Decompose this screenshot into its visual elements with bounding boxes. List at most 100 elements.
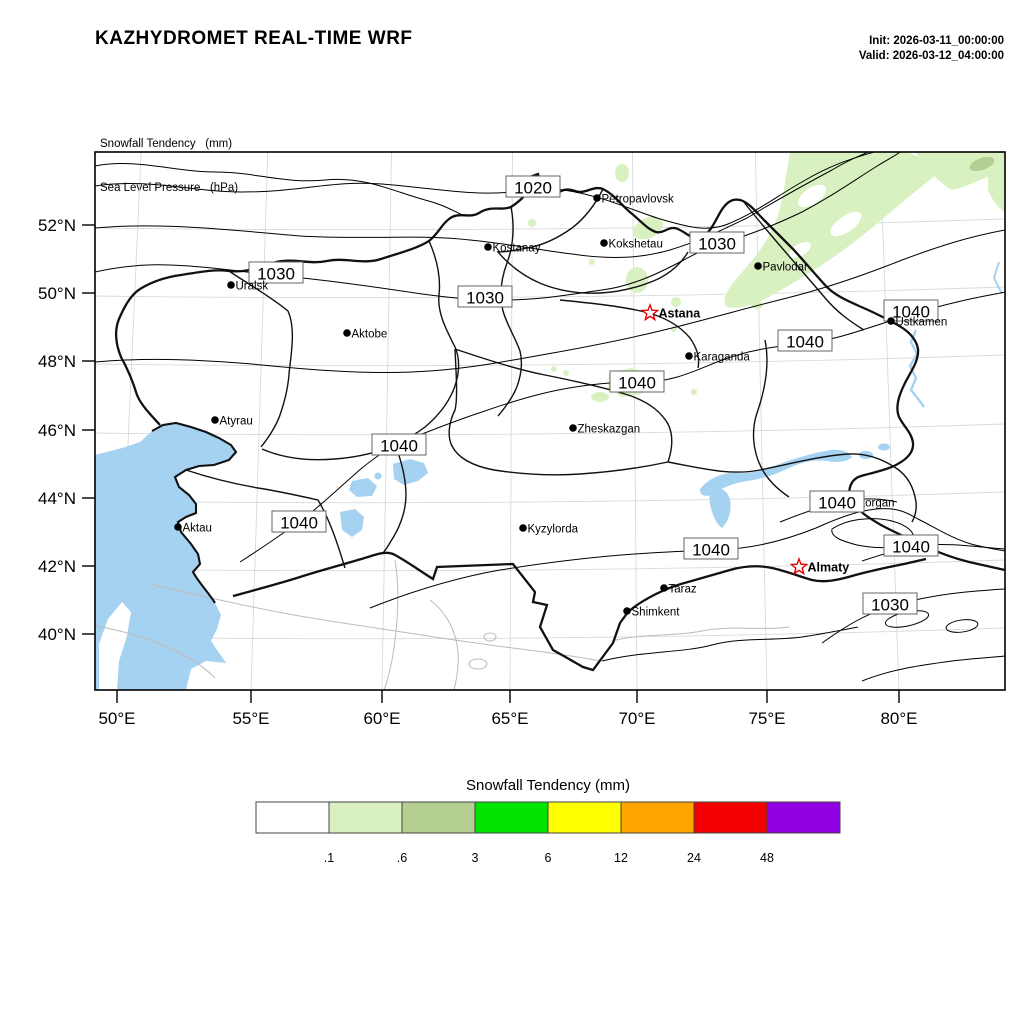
city-label: Ustkamen xyxy=(896,317,948,329)
pressure-label: 1040 xyxy=(271,510,327,533)
contour-1015 xyxy=(95,163,466,217)
oblast-border xyxy=(261,240,460,461)
city-label: Shimkent xyxy=(632,607,681,619)
city: Ustkamen xyxy=(887,317,947,329)
oblast-border xyxy=(497,206,523,417)
map-frame xyxy=(94,151,1006,691)
legend-cell xyxy=(693,801,768,834)
pressure-label-box xyxy=(862,592,918,615)
city-dot-icon xyxy=(887,317,895,325)
pressure-label: 1040 xyxy=(883,534,939,557)
pressure-value: 1040 xyxy=(892,303,930,322)
city-dot-icon xyxy=(660,584,668,592)
oblast-border xyxy=(381,443,407,555)
pressure-value: 1040 xyxy=(692,541,730,560)
city-label: Atyrau xyxy=(220,416,253,428)
legend-tick-label: .6 xyxy=(397,851,407,865)
city-label: Aktobe xyxy=(352,329,388,341)
oblast-border xyxy=(667,453,917,523)
legend-title: Snowfall Tendency (mm) xyxy=(466,777,630,794)
x-tick-label: 50°E xyxy=(98,709,135,728)
pressure-label-box xyxy=(683,537,739,560)
capital-star-icon xyxy=(640,303,660,322)
city: Astana xyxy=(640,303,701,322)
small-lake xyxy=(340,509,364,537)
caspian-sea xyxy=(95,423,236,690)
city-label: Kyzylorda xyxy=(528,524,579,536)
legend-tick-label: 6 xyxy=(545,851,552,865)
pressure-label: 1030 xyxy=(457,285,513,308)
graticule-parallel xyxy=(95,354,1005,367)
pressure-label: 1030 xyxy=(689,231,745,254)
city-label: Kokshetau xyxy=(609,239,663,251)
oblast-border xyxy=(228,270,294,448)
caspian-coast-border xyxy=(151,421,238,604)
pressure-label-box xyxy=(609,370,665,393)
water-bodies xyxy=(95,261,1003,690)
graticule-parallel xyxy=(95,423,1005,436)
pressure-value: 1030 xyxy=(257,265,295,284)
caspian-land-gap xyxy=(99,602,131,690)
legend-tick-label: 12 xyxy=(614,851,628,865)
pressure-value: 1040 xyxy=(818,494,856,513)
city-label: Karaganda xyxy=(694,352,751,364)
oblast-border xyxy=(448,348,669,476)
legend-cell xyxy=(620,801,695,834)
x-tick-label: 60°E xyxy=(363,709,400,728)
small-lake xyxy=(878,443,890,451)
city: Aktobe xyxy=(343,329,387,341)
graticule-parallel xyxy=(95,627,1005,640)
pressure-labels: 1020 1030 1030 1030 1040 1040 1040 1040 1040 1040… xyxy=(248,175,939,615)
legend-colorbar xyxy=(255,801,841,834)
pressure-label-box xyxy=(809,490,865,513)
graticule-meridian xyxy=(381,152,392,690)
report-title: KAZHYDROMET REAL-TIME WRF xyxy=(95,28,413,49)
legend: Snowfall Tendency (mm) .1 .6 3 6 12 24 48 xyxy=(255,777,841,865)
contour-loop xyxy=(945,619,979,633)
aral-sea xyxy=(349,478,377,497)
pressure-value: 1030 xyxy=(698,235,736,254)
city-dot-icon xyxy=(685,352,693,360)
city-dot-icon xyxy=(227,281,235,289)
city: Shimkent xyxy=(623,607,680,619)
x-axis: 50°E 55°E 60°E 65°E 70°E 75°E 80°E xyxy=(98,690,918,728)
y-axis: 52°N 50°N 48°N 46°N 44°N 42°N 40°N xyxy=(38,216,95,644)
y-tick-label: 46°N xyxy=(38,421,76,440)
contour-south xyxy=(601,626,859,662)
pressure-value: 1030 xyxy=(871,596,909,615)
irtysh-river xyxy=(908,329,925,408)
city-dot-icon xyxy=(593,194,601,202)
snowfall-shading xyxy=(528,152,1005,402)
graticule-meridian xyxy=(632,152,638,690)
snow-patch xyxy=(563,370,569,376)
pressure-label: 1030 xyxy=(862,592,918,615)
city-dot-icon xyxy=(754,262,762,270)
field-label-slp: Sea Level Pressure (hPa) xyxy=(100,181,239,194)
field-label-snowfall: Snowfall Tendency (mm) xyxy=(100,138,233,150)
legend-tick-label: .1 xyxy=(324,851,334,865)
gray-contours xyxy=(95,559,790,690)
snow-patch xyxy=(626,267,648,293)
legend-cell xyxy=(474,801,549,834)
graticule-meridian xyxy=(250,152,269,690)
legend-tick-label: 24 xyxy=(687,851,701,865)
y-tick-label: 40°N xyxy=(38,625,76,644)
graticule-parallel xyxy=(95,559,1005,572)
city-label: Kostanay xyxy=(493,243,541,255)
city: Uralsk xyxy=(227,281,268,293)
city-label: Zheskazgan xyxy=(578,424,641,436)
city-label: Taraz xyxy=(669,584,697,596)
city-dot-icon xyxy=(569,424,577,432)
kazakhstan-border-north-east xyxy=(114,172,1005,572)
pressure-label: 1040 xyxy=(609,370,665,393)
city-dot-icon xyxy=(623,607,631,615)
snow-hole xyxy=(830,211,862,237)
city-markers: Petropavlovsk Kostanay Kokshetau Pavlodar Ur… xyxy=(174,194,947,619)
aral-sea xyxy=(393,459,428,485)
city: Kokshetau xyxy=(600,239,663,251)
contour-1030 xyxy=(821,588,1005,644)
contour-1040 xyxy=(369,508,1005,609)
snow-patch xyxy=(589,259,595,265)
